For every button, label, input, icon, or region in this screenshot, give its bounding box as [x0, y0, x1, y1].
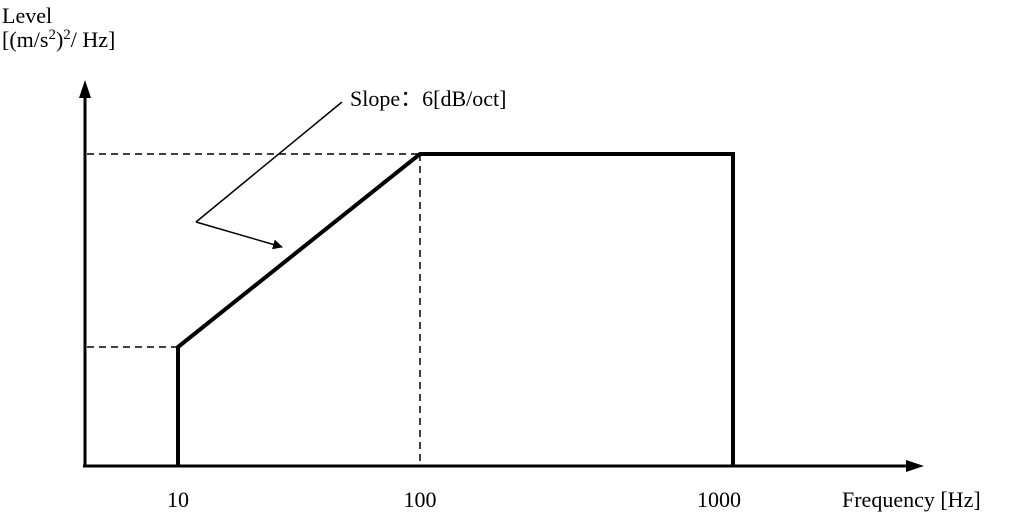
spectrum-series-line — [176, 152, 735, 466]
y-axis-unit-sup1: 2 — [48, 27, 56, 43]
slope-annotation: Slope：6[dB/oct] — [350, 86, 507, 111]
leader-line — [195, 101, 343, 223]
x-tick-label-1000: 1000 — [697, 487, 741, 512]
leader-arrow-line — [195, 221, 283, 250]
y-axis-label-line1: Level — [2, 3, 53, 28]
x-tick-label-10: 10 — [167, 487, 189, 512]
y-axis-unit-part2: ) — [55, 27, 64, 52]
x-axis-arrow — [906, 460, 924, 472]
y-axis-label-line2: [(m/s2)2/ Hz] — [2, 27, 116, 55]
y-axis-unit-part3: / Hz] — [70, 27, 116, 52]
x-tick-label-100: 100 — [403, 487, 437, 512]
y-axis-arrow — [79, 80, 91, 98]
x-axis-label: Frequency [Hz] — [842, 487, 981, 512]
y-axis-unit-part1: [(m/s — [2, 27, 49, 52]
y-axis-unit-sup2: 2 — [63, 27, 71, 43]
